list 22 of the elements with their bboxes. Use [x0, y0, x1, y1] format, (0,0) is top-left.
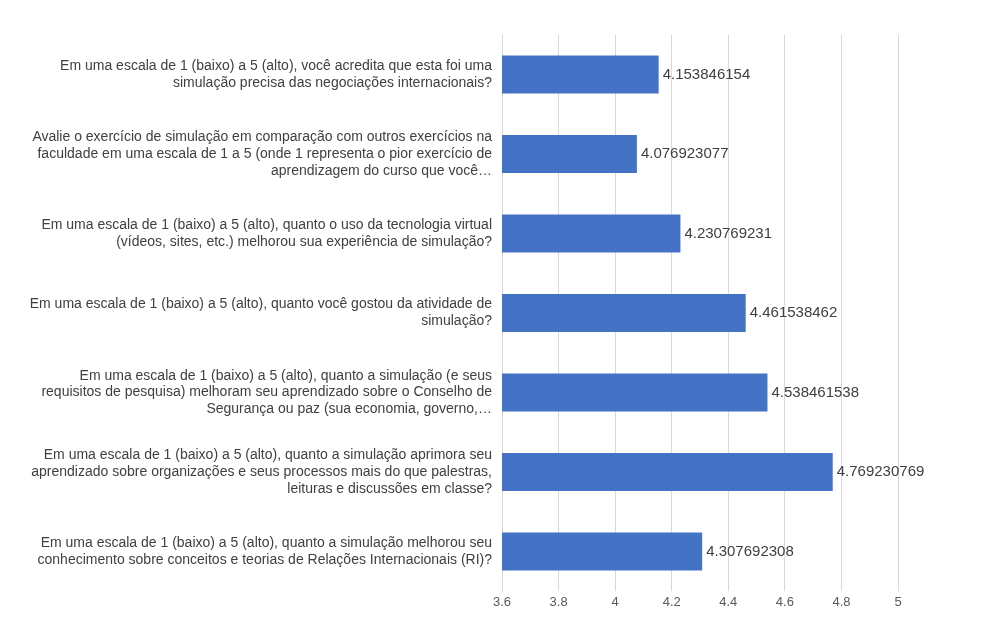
y-tick-label: Em uma escala de 1 (baixo) a 5 (alto), quanto o uso da tecnologia virtual (vídeos, sites, etc.) melhorou sua experiência de simulação?	[41, 215, 493, 249]
x-tick-label: 4.4	[719, 593, 738, 609]
data-label: 4.307692308	[706, 541, 794, 559]
y-tick-label: Em uma escala de 1 (baixo) a 5 (alto), quanto a simulação aprimora seu aprendizado sobre organizações e seus processos mais do que palestras, leituras e discussões em classe?	[31, 446, 493, 496]
x-tick-label: 5	[894, 593, 902, 609]
y-tick-label: Em uma escala de 1 (baixo) a 5 (alto), você acredita que esta foi uma simulação precisa das negociações internacionais?	[60, 57, 493, 90]
y-tick-label: Em uma escala de 1 (baixo) a 5 (alto), quanto a simulação melhorou seu conhecimento sobre conceitos e teorias de Relações Internacionais (RI)?	[37, 533, 493, 567]
data-label: 4.769230769	[836, 462, 925, 480]
x-tick-label: 4.8	[832, 593, 851, 609]
x-tick-label: 4.6	[775, 593, 794, 609]
y-tick-label: Em uma escala de 1 (baixo) a 5 (alto), quanto você gostou da atividade de simulação?	[29, 295, 493, 329]
x-tick-label: 3.8	[549, 593, 568, 609]
data-label: 4.230769231	[684, 223, 773, 241]
x-tick-label: 4	[611, 593, 619, 609]
data-label: 4.538461538	[771, 382, 860, 400]
y-tick-label: Avalie o exercício de simulação em comparação com outros exercícios na faculdade em uma escala de 1 a 5 (onde 1 representa o pior exercício de aprendizagem do curso que você…	[32, 128, 493, 178]
x-tick-label: 3.6	[492, 593, 512, 609]
x-tick-label: 4.2	[662, 593, 681, 609]
data-label: 4.153846154	[662, 64, 751, 82]
data-label: 4.461538462	[749, 303, 838, 321]
y-tick-label: Em uma escala de 1 (baixo) a 5 (alto), quanto a simulação (e seus requisitos de pesquisa) melhoram seu aprendizado sobre o Conselho de Segurança ou paz (sua economia, governo,…	[41, 366, 493, 417]
data-label: 4.076923077	[640, 144, 729, 162]
